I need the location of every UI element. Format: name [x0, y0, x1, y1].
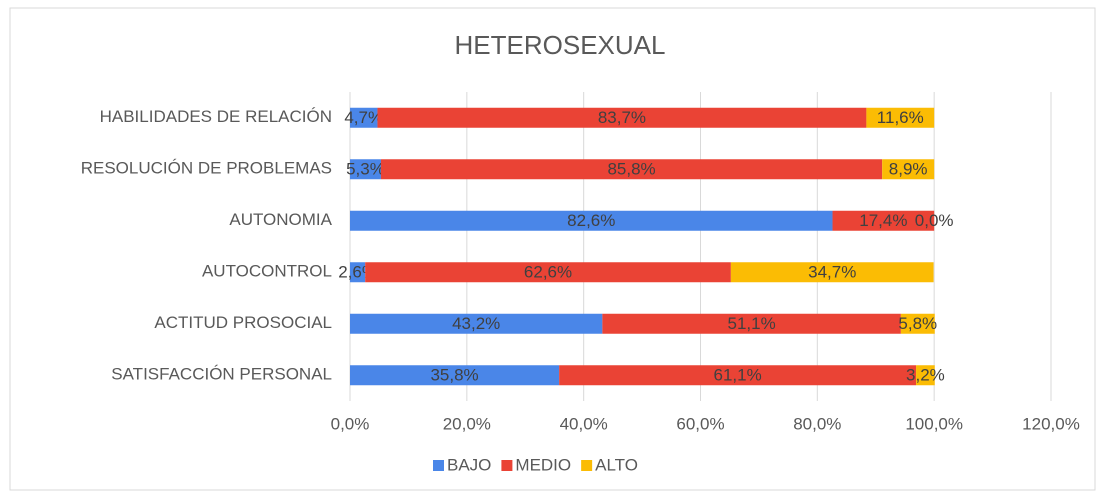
bar-segment [832, 210, 935, 231]
y-tick-label: ACTITUD PROSOCIAL [154, 313, 332, 332]
data-label: 8,9% [889, 160, 928, 179]
data-label: 5,8% [898, 314, 937, 333]
data-label: 4,7% [344, 108, 383, 127]
bar-segment [350, 262, 366, 283]
y-tick-label: AUTOCONTROL [202, 262, 332, 281]
bar-segment [900, 313, 935, 334]
legend-swatch [501, 460, 513, 471]
x-tick-label: 80,0% [793, 414, 841, 433]
legend-swatch [433, 460, 444, 471]
y-tick-label: AUTONOMIA [229, 210, 332, 229]
x-tick-label: 100,0% [905, 414, 963, 433]
data-label: 51,1% [728, 314, 776, 333]
chart-title: HETEROSEXUAL [455, 30, 666, 60]
data-label: 34,7% [808, 263, 856, 282]
data-label: 62,6% [524, 263, 572, 282]
bar-segment [559, 365, 917, 386]
bar-segment [882, 159, 935, 180]
legend-label: ALTO [595, 455, 638, 474]
y-tick-label: SATISFACCIÓN PERSONAL [111, 365, 332, 384]
data-label: 85,8% [607, 160, 655, 179]
data-label: 35,8% [430, 366, 478, 385]
chart-border [9, 7, 1096, 491]
bar-segment [350, 159, 381, 180]
data-label: 82,6% [567, 211, 615, 230]
bar-segment [350, 365, 560, 386]
data-label: 17,4% [859, 211, 907, 230]
data-label: 11,6% [877, 108, 924, 127]
legend-swatch [581, 460, 593, 471]
data-label: 61,1% [713, 366, 761, 385]
x-tick-label: 0,0% [331, 414, 370, 433]
data-label: 83,7% [598, 108, 646, 127]
bar-segment [350, 313, 603, 334]
bar-segment [377, 107, 867, 128]
legend-label: BAJO [447, 455, 491, 474]
bar-segment [730, 262, 934, 283]
legend-label: MEDIO [515, 455, 571, 474]
data-label: 5,3% [346, 160, 385, 179]
bar-segment [866, 107, 935, 128]
data-label: 3,2% [906, 366, 945, 385]
bar-segment [916, 365, 935, 386]
bar-segment [602, 313, 901, 334]
data-label: 43,2% [452, 314, 500, 333]
y-tick-label: RESOLUCIÓN DE PROBLEMAS [81, 159, 332, 178]
bar-segment [350, 107, 378, 128]
x-tick-label: 40,0% [560, 414, 608, 433]
data-label: 0,0% [915, 211, 954, 230]
bar-segment [350, 210, 833, 231]
bar-segment [380, 159, 883, 180]
x-tick-label: 20,0% [443, 414, 491, 433]
y-tick-label: HABILIDADES DE RELACIÓN [100, 107, 332, 126]
x-tick-label: 60,0% [676, 414, 724, 433]
bar-segment [365, 262, 731, 283]
x-tick-label: 120,0% [1022, 414, 1080, 433]
